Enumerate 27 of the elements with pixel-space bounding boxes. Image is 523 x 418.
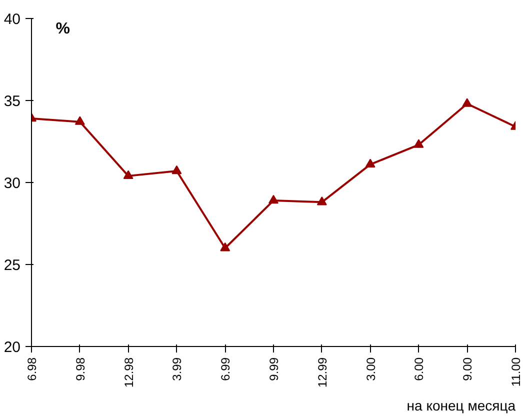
x-axis-title: на конец месяца xyxy=(406,398,516,414)
x-tick-label: 9.98 xyxy=(73,357,88,381)
y-tick-label: 20 xyxy=(4,339,21,356)
y-axis-title: % xyxy=(56,20,70,38)
x-tick-label: 3.99 xyxy=(170,357,184,381)
point xyxy=(268,194,278,204)
y-tick-label: 40 xyxy=(4,11,21,28)
y-tick-label: 30 xyxy=(4,175,21,192)
x-tick-label: 6.00 xyxy=(412,357,426,381)
x-tick-label: 3.00 xyxy=(364,357,378,381)
x-tick-label: 12.99 xyxy=(315,357,330,388)
x-tick-label: 9.99 xyxy=(267,357,281,381)
y-tick-label: 35 xyxy=(4,93,21,110)
point xyxy=(462,98,472,107)
point xyxy=(123,170,134,180)
point xyxy=(220,242,230,252)
point xyxy=(316,196,327,206)
point xyxy=(365,158,376,168)
x-tick-label: 6.99 xyxy=(218,357,233,381)
x-tick-label: 12.98 xyxy=(122,357,136,388)
point xyxy=(414,139,424,148)
point xyxy=(74,116,85,125)
point xyxy=(172,165,182,174)
x-tick-label: 6.98 xyxy=(25,357,39,381)
y-tick-label: 25 xyxy=(4,257,21,274)
x-tick-label: 9.00 xyxy=(460,357,475,381)
x-tick-label: 11.00 xyxy=(509,357,523,387)
